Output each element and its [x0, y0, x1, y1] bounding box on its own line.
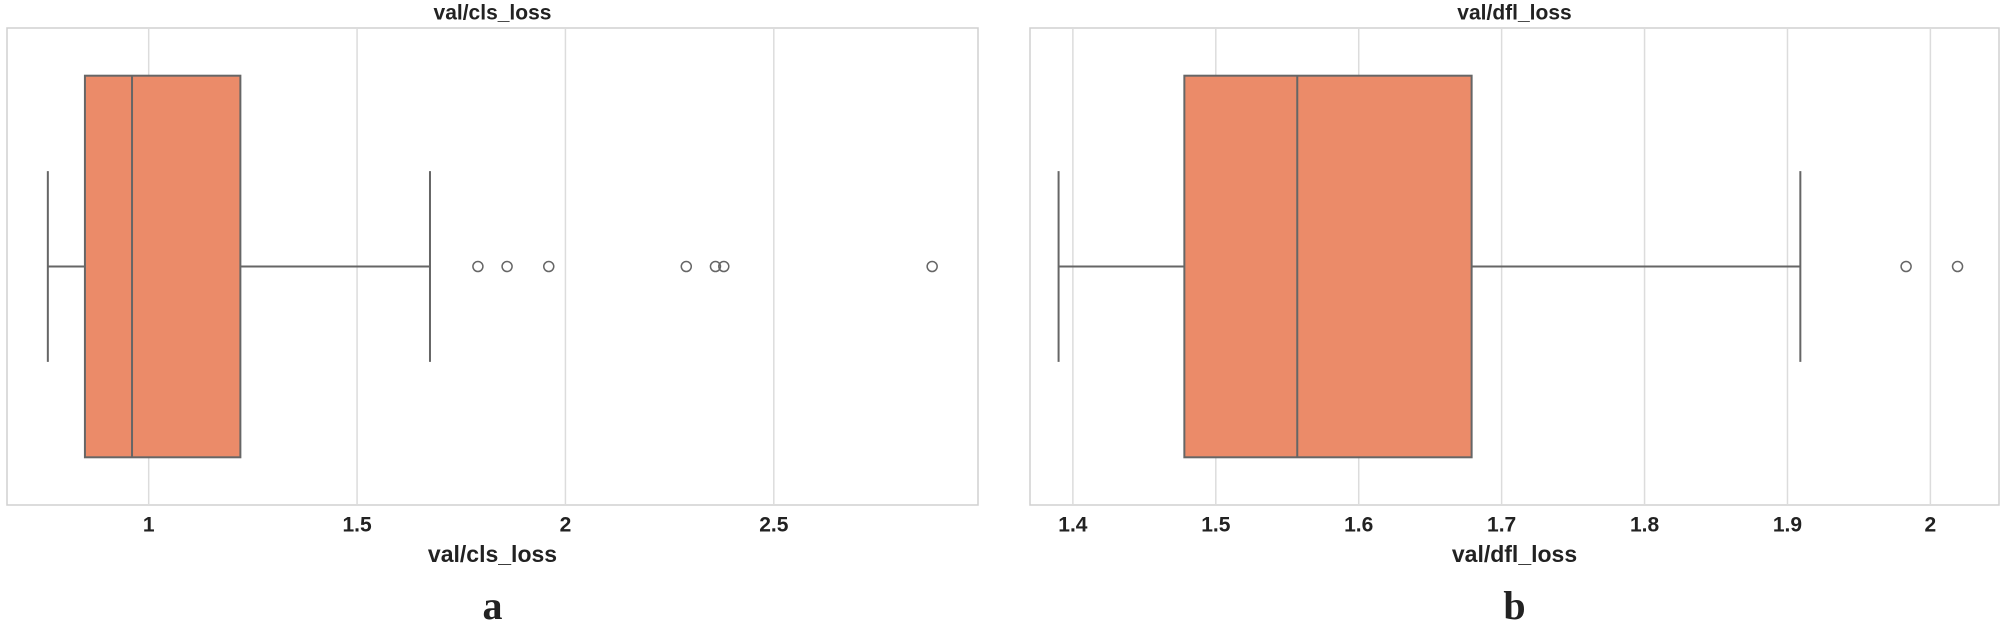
x-tick-label: 1.5 [1201, 514, 1231, 537]
chart-title: val/cls_loss [434, 2, 552, 25]
x-tick-label: 1.4 [1058, 514, 1088, 537]
outlier [718, 260, 730, 273]
panel-label: b [1503, 583, 1525, 628]
box [1183, 74, 1473, 459]
outlier [543, 260, 555, 273]
x-tick-label: 2 [1925, 514, 1937, 537]
outlier [501, 260, 513, 273]
x-tick-label: 1 [143, 514, 155, 537]
outlier [1951, 260, 1964, 273]
x-axis-label: val/cls_loss [428, 541, 557, 567]
panel-label: a [483, 583, 503, 628]
x-tick-label: 1.8 [1630, 514, 1660, 537]
outlier [472, 260, 484, 273]
chart-title: val/dfl_loss [1457, 2, 1571, 25]
x-tick-label: 1.6 [1344, 514, 1373, 537]
box [83, 74, 242, 459]
outlier [709, 260, 722, 273]
outlier [1900, 260, 1912, 273]
outlier [926, 260, 938, 273]
x-tick-label: 2.5 [759, 514, 789, 537]
x-tick-label: 1.7 [1487, 514, 1516, 537]
x-tick-label: 2 [560, 514, 572, 537]
outlier [680, 260, 693, 273]
x-tick-label: 1.9 [1773, 514, 1802, 537]
x-tick-label: 1.5 [342, 514, 372, 537]
x-axis-label: val/dfl_loss [1452, 541, 1577, 567]
